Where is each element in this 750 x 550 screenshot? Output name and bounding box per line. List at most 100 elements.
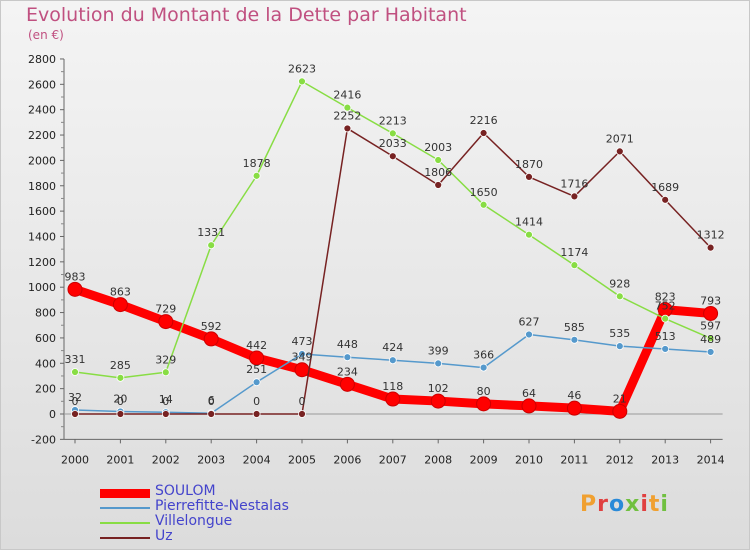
data-point-pierrefitte-nestalas — [388, 356, 397, 365]
y-tick-label: 800 — [35, 307, 56, 320]
data-point-pierrefitte-nestalas — [615, 342, 624, 351]
data-label-pierrefitte-nestalas: 14 — [159, 393, 173, 406]
data-label-uz: 0 — [162, 395, 169, 408]
x-tick-label: 2013 — [651, 453, 679, 466]
data-label-uz: 0 — [299, 395, 306, 408]
data-point-villelongue — [570, 261, 579, 270]
data-point-uz — [525, 172, 533, 181]
y-tick-label: 2600 — [28, 78, 56, 91]
data-point-villelongue — [388, 129, 397, 138]
data-label-soulom: 21 — [613, 392, 627, 405]
data-point-pierrefitte-nestalas — [298, 350, 306, 358]
data-point-soulom — [339, 376, 355, 392]
data-label-villelongue: 597 — [700, 319, 721, 332]
data-point-pierrefitte-nestalas — [343, 353, 352, 362]
data-point-villelongue — [615, 292, 624, 301]
data-label-pierrefitte-nestalas: 251 — [246, 363, 267, 376]
data-label-villelongue: 1174 — [560, 246, 588, 259]
data-point-villelongue — [161, 368, 170, 377]
data-label-soulom: 729 — [155, 303, 176, 316]
data-point-soulom — [249, 350, 265, 366]
data-label-uz: 0 — [208, 395, 215, 408]
y-tick-label: 1800 — [28, 180, 56, 193]
data-point-uz — [343, 124, 352, 133]
data-label-uz: 1716 — [560, 177, 588, 190]
data-label-pierrefitte-nestalas: 6 — [208, 394, 215, 407]
data-label-uz: 1806 — [424, 166, 452, 179]
data-point-uz — [661, 195, 670, 204]
logo-letter: i — [660, 492, 669, 517]
data-label-villelongue: 329 — [155, 353, 176, 366]
data-label-villelongue: 1414 — [515, 216, 543, 229]
data-point-uz — [570, 192, 579, 201]
y-tick-label: 1400 — [28, 230, 56, 243]
x-tick-label: 2012 — [606, 453, 634, 466]
y-tick-label: 600 — [35, 332, 56, 345]
data-point-villelongue — [207, 241, 216, 250]
x-tick-label: 2003 — [197, 453, 225, 466]
legend-label-villelongue: Villelongue — [155, 513, 233, 529]
data-point-pierrefitte-nestalas — [479, 363, 488, 372]
data-label-soulom: 80 — [477, 385, 491, 398]
data-point-villelongue — [706, 334, 715, 343]
data-label-soulom: 349 — [292, 351, 313, 364]
data-label-villelongue: 752 — [655, 300, 676, 313]
data-point-uz — [207, 410, 216, 418]
y-tick-label: 1000 — [28, 281, 56, 294]
data-label-uz: 0 — [253, 395, 260, 408]
data-point-uz — [252, 410, 261, 418]
data-point-pierrefitte-nestalas — [570, 335, 579, 344]
data-point-villelongue — [71, 368, 79, 376]
data-label-soulom: 983 — [65, 270, 86, 283]
legend-swatch-pierrefitte — [100, 507, 150, 509]
data-label-soulom: 823 — [655, 291, 676, 304]
data-label-soulom: 46 — [567, 389, 581, 402]
x-tick-label: 2002 — [152, 453, 180, 466]
data-point-soulom — [385, 391, 401, 407]
logo-letter: t — [648, 492, 661, 517]
y-tick-label: 2000 — [28, 154, 56, 167]
data-point-soulom — [112, 297, 128, 313]
data-label-pierrefitte-nestalas: 585 — [564, 321, 585, 334]
data-point-uz — [161, 410, 170, 418]
legend-label-pierrefitte: Pierrefitte-Nestalas — [155, 498, 289, 514]
data-point-soulom — [566, 400, 582, 416]
data-label-villelongue: 2213 — [379, 114, 407, 127]
y-tick-label: 0 — [49, 408, 56, 421]
data-label-uz: 1312 — [697, 229, 725, 242]
data-label-soulom: 234 — [337, 365, 358, 378]
data-point-uz — [388, 152, 397, 161]
data-point-uz — [116, 410, 125, 418]
legend-swatch-villelongue — [100, 522, 150, 524]
y-tick-label: 2800 — [28, 53, 56, 66]
data-label-uz: 2071 — [606, 132, 634, 145]
data-point-uz — [706, 243, 715, 252]
data-point-pierrefitte-nestalas — [525, 330, 533, 339]
data-label-pierrefitte-nestalas: 535 — [609, 327, 630, 340]
data-point-villelongue — [434, 156, 443, 164]
y-tick-label: 2200 — [28, 129, 56, 142]
x-tick-label: 2014 — [697, 453, 725, 466]
logo-letter: r — [597, 492, 609, 517]
data-label-pierrefitte-nestalas: 399 — [428, 344, 449, 357]
x-tick-label: 2001 — [106, 453, 134, 466]
x-tick-label: 2010 — [515, 453, 543, 466]
x-tick-label: 2011 — [560, 453, 588, 466]
data-label-uz: 2216 — [470, 114, 498, 127]
data-label-villelongue: 331 — [65, 353, 86, 366]
data-label-soulom: 64 — [522, 387, 536, 400]
data-label-pierrefitte-nestalas: 448 — [337, 338, 358, 351]
data-point-uz — [615, 147, 624, 156]
data-point-villelongue — [479, 200, 488, 209]
data-point-soulom — [703, 305, 719, 321]
data-point-soulom — [158, 314, 174, 330]
chart-subtitle: (en €) — [28, 28, 64, 42]
data-point-pierrefitte-nestalas — [661, 345, 670, 353]
legend-label-uz: Uz — [155, 528, 173, 544]
data-label-pierrefitte-nestalas: 627 — [519, 315, 540, 328]
data-point-soulom — [612, 403, 628, 419]
data-label-pierrefitte-nestalas: 513 — [655, 330, 676, 343]
logo-letter: i — [640, 492, 649, 517]
data-label-villelongue: 2003 — [424, 141, 452, 154]
